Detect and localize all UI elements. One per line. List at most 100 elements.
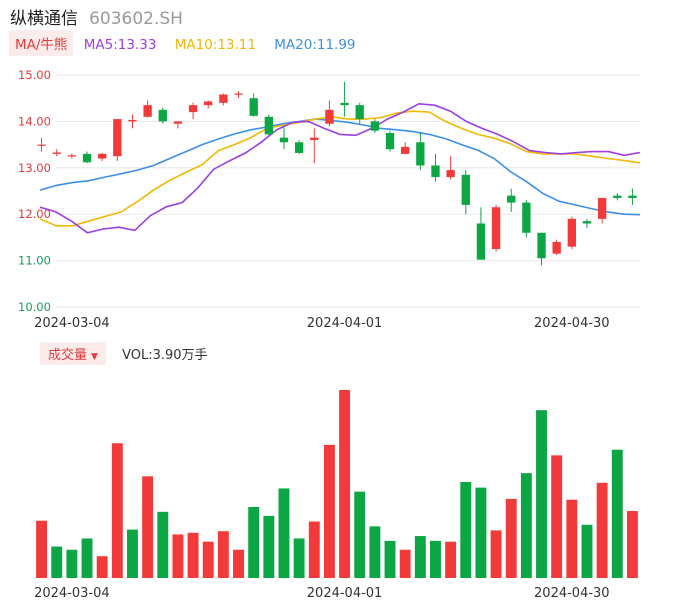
candle-body: [446, 170, 455, 178]
volume-bar: [248, 506, 260, 578]
candle-body: [370, 121, 380, 131]
volume-bar: [339, 390, 351, 578]
candle-body: [249, 98, 258, 116]
candle-body: [204, 101, 213, 106]
ma5-legend: MA5:13.33: [83, 37, 157, 53]
candle-body: [67, 155, 77, 157]
volume-date-axis: 2024-03-04 2024-04-01 2024-04-30: [34, 586, 610, 601]
volume-bar: [611, 449, 623, 578]
price-axis: 15.00 14.00 13.00 12.00 11.00 10.00: [18, 68, 51, 314]
candle-body: [476, 223, 486, 260]
ma5-line: [39, 102, 641, 234]
volume-bar: [187, 532, 199, 578]
candle-body: [113, 119, 122, 157]
price-date-label: 2024-04-01: [307, 316, 383, 331]
price-tick-label: 12.00: [18, 207, 51, 221]
candle-body: [188, 105, 198, 113]
candle-body: [98, 153, 107, 159]
volume-date-label: 2024-04-30: [534, 586, 610, 601]
candle-body: [461, 174, 470, 205]
candle-body: [597, 197, 607, 219]
volume-bar: [430, 540, 441, 578]
volume-button-label: 成交量: [48, 348, 88, 363]
candle-body: [552, 242, 561, 254]
candle-body: [355, 105, 364, 120]
volume-bar: [96, 556, 108, 578]
ma20-line: [39, 118, 641, 216]
stock-header: 纵横通信 603602.SH: [10, 4, 183, 29]
candle-body: [431, 165, 440, 178]
candle-body: [491, 207, 501, 249]
volume-bar: [536, 410, 547, 578]
volume-bar: [520, 473, 532, 578]
volume-bar: [414, 536, 426, 578]
volume-bar: [172, 534, 184, 578]
volume-indicator-button[interactable]: 成交量 ▼: [40, 342, 106, 365]
candle-body: [234, 93, 243, 95]
candle-body: [537, 232, 546, 259]
volume-bar: [369, 526, 381, 578]
volume-bar: [263, 515, 275, 578]
volume-date-label: 2024-04-01: [307, 586, 383, 601]
ma10-line: [39, 110, 641, 227]
volume-bar: [81, 538, 93, 578]
stock-name: 纵横通信: [10, 9, 78, 29]
candle-body: [385, 133, 395, 150]
candle-body: [37, 144, 46, 146]
volume-bar: [293, 538, 305, 578]
candle-body: [325, 109, 334, 124]
ma-type-button[interactable]: MA/牛熊: [9, 30, 74, 56]
ma-legend: MA/牛熊 MA5:13.33 MA10:13.11 MA20:11.99: [9, 30, 370, 56]
price-tick-label: 10.00: [18, 300, 51, 314]
volume-legend: 成交量 ▼ VOL:3.90万手: [40, 342, 208, 365]
candle-body: [52, 152, 61, 154]
caret-down-icon: ▼: [91, 352, 98, 362]
volume-bar: [217, 531, 229, 578]
price-date-label: 2024-04-30: [534, 316, 610, 331]
candle-body: [582, 221, 592, 224]
price-tick-label: 13.00: [18, 161, 51, 175]
volume-bar: [626, 511, 638, 578]
candle-body: [340, 102, 349, 106]
stock-code: 603602.SH: [89, 9, 183, 29]
ma10-legend: MA10:13.11: [174, 37, 256, 53]
candle-body: [82, 153, 92, 163]
volume-bars: [36, 390, 638, 578]
price-tick-label: 11.00: [18, 254, 51, 268]
volume-bar: [36, 520, 48, 578]
volume-bar: [581, 524, 593, 578]
candle-body: [416, 142, 425, 166]
price-tick-label: 15.00: [18, 68, 51, 82]
volume-bar: [111, 443, 123, 578]
candle-body: [264, 116, 273, 135]
volume-bar: [308, 521, 320, 578]
volume-bar: [475, 487, 487, 578]
price-tick-label: 14.00: [18, 114, 51, 128]
volume-bar: [233, 549, 244, 578]
volume-bar: [490, 530, 502, 578]
candle-body: [158, 109, 167, 122]
price-date-label: 2024-03-04: [34, 316, 110, 331]
volume-bar: [66, 549, 78, 578]
ma20-legend: MA20:11.99: [274, 37, 356, 53]
volume-bar: [157, 511, 169, 578]
volume-bar: [354, 491, 366, 578]
volume-value: VOL:3.90万手: [122, 348, 208, 363]
candles: [37, 81, 637, 266]
volume-bar: [460, 481, 472, 578]
ma-lines: [39, 102, 641, 234]
candle-body: [613, 195, 622, 198]
volume-date-label: 2024-03-04: [34, 586, 110, 601]
volume-bar: [384, 540, 396, 578]
volume-bar: [399, 549, 411, 578]
volume-bar: [596, 482, 608, 578]
volume-bar: [202, 541, 214, 578]
candle-body: [128, 120, 137, 122]
candle-body: [310, 137, 319, 140]
candle-body: [507, 195, 516, 203]
candle-body: [173, 121, 183, 124]
candle-body: [143, 105, 152, 117]
volume-bar: [142, 476, 154, 578]
candle-body: [401, 146, 410, 154]
